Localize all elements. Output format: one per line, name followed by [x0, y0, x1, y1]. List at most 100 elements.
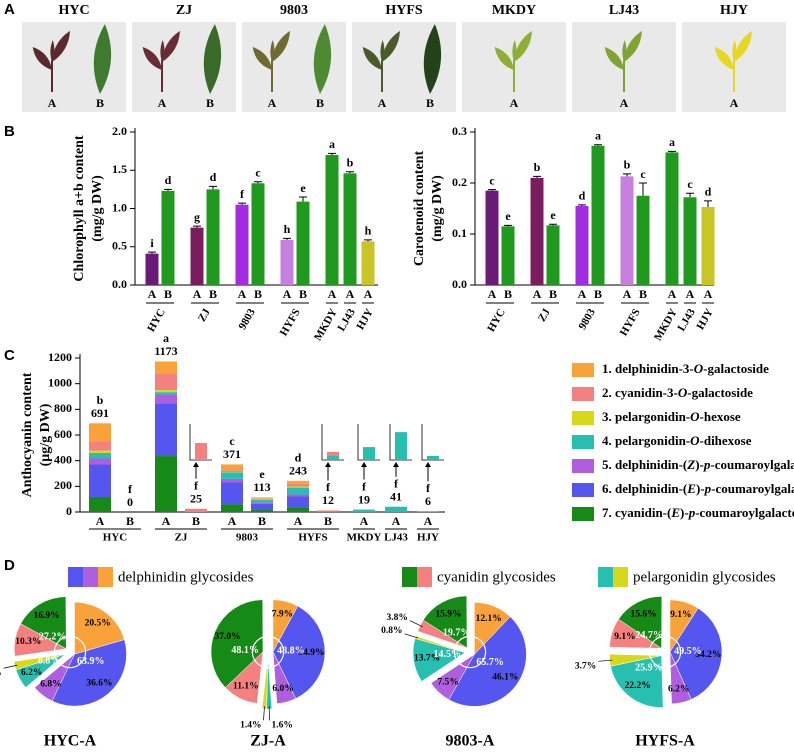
slice-percent-label: 2.6%	[0, 668, 2, 678]
significance-letter: c	[687, 177, 693, 191]
x-tick-label: A	[96, 514, 105, 528]
bar	[190, 227, 204, 285]
significance-letter: h	[365, 224, 372, 238]
y-tick-label: 0.3	[452, 124, 467, 138]
panel-label: B	[4, 123, 15, 140]
slice-percent-label: 13.7%	[414, 654, 440, 664]
error-bar	[668, 150, 676, 153]
slice-percent-label: 7.5%	[437, 678, 458, 688]
bar-segment	[221, 482, 243, 505]
bar-segment	[251, 499, 273, 503]
group-percent-label: 19.7%	[443, 628, 471, 639]
pie-slice	[669, 651, 692, 705]
legend-swatch	[572, 435, 594, 449]
bar	[280, 239, 294, 285]
cultivar-name: LJ43	[609, 3, 639, 18]
x-tick-label: B	[209, 287, 217, 301]
leaf-label: A	[620, 96, 629, 110]
x-tick-label: B	[324, 514, 332, 528]
bar-segment	[317, 511, 339, 512]
significance-letter: c	[489, 173, 495, 187]
significance-letter: a	[669, 135, 675, 149]
pie-title: HYC-A	[44, 733, 97, 750]
group-label: HJY	[354, 307, 375, 332]
x-tick-label: A	[193, 287, 202, 301]
significance-letter: f	[128, 482, 133, 496]
y-tick-label: 0.2	[452, 175, 467, 189]
significance-letter: d	[579, 189, 586, 203]
legend-label: 6. delphinidin-(E)-p-coumaroylgalactosid…	[602, 481, 794, 496]
x-tick-label: A	[283, 287, 292, 301]
legend-swatch	[613, 567, 628, 587]
bar-segment	[251, 509, 273, 512]
photo	[352, 22, 456, 112]
bar-segment	[221, 478, 243, 483]
cultivar-name: MKDY	[492, 3, 536, 18]
slice-percent-label: 22.2%	[625, 681, 651, 691]
slice-percent-label: 1.6%	[272, 721, 293, 731]
leaf-label: B	[316, 96, 324, 110]
total-label: 1173	[154, 344, 177, 358]
pie-center-ring	[453, 635, 487, 669]
total-label: 25	[190, 492, 202, 506]
arrow-head	[325, 462, 331, 467]
pie-slice	[272, 605, 326, 699]
slice-percent-label: 7.9%	[272, 610, 293, 620]
slice-percent-label: 36.6%	[86, 679, 112, 689]
x-tick-label: A	[228, 514, 237, 528]
error-bar	[328, 152, 336, 155]
leaf	[604, 47, 624, 70]
leaf	[160, 40, 165, 62]
bar	[620, 176, 634, 285]
bar-segment	[89, 452, 111, 459]
cultivar-name: ZJ	[176, 3, 192, 18]
x-tick-label: B	[254, 287, 262, 301]
pie-slice	[669, 607, 723, 700]
bar-segment	[353, 509, 375, 512]
slice-percent-label: 10.3%	[15, 637, 41, 647]
leaf-label: B	[426, 96, 434, 110]
error-bar	[623, 173, 631, 177]
pie-title: HYFS-A	[635, 733, 695, 750]
group-label: HYC	[485, 307, 508, 334]
error-bar	[578, 204, 586, 206]
photo	[132, 22, 236, 112]
significance-letter: a	[163, 331, 169, 345]
bar-segment	[287, 507, 309, 512]
significance-letter: f	[326, 480, 331, 494]
pie-slice	[74, 601, 125, 655]
leader-line	[598, 659, 613, 662]
panel-label: A	[4, 1, 15, 18]
pie-center-ring	[53, 635, 87, 669]
legend-label: 2. cyanidin-3-O-galactoside	[602, 385, 753, 400]
error-bar	[148, 251, 156, 254]
x-tick-label: B	[299, 287, 307, 301]
significance-letter: b	[97, 393, 104, 407]
error-bar	[299, 196, 307, 202]
inset-axes	[421, 424, 444, 461]
bar	[701, 206, 715, 285]
error-bar	[704, 200, 712, 207]
leader-line	[3, 664, 18, 669]
group-label: ZJ	[196, 306, 213, 324]
significance-letter: e	[259, 467, 265, 481]
group-percent-label: 65.7%	[476, 657, 504, 668]
y-tick-label: 0.0	[112, 277, 127, 291]
bar	[343, 173, 357, 285]
y-tick-label: 0.5	[112, 239, 127, 253]
x-tick-label: B	[504, 287, 512, 301]
group-label: ZJ	[175, 532, 188, 544]
group-percent-label: 49.5%	[674, 646, 702, 657]
group-percent-label: 48.8%	[277, 645, 305, 656]
bar-segment	[287, 483, 309, 487]
y-tick-label: 800	[54, 401, 72, 415]
significance-letter: f	[194, 479, 199, 493]
y-axis-title: Anthocyanin content	[20, 372, 35, 497]
x-tick-label: B	[549, 287, 557, 301]
y-tick-label: 1200	[48, 350, 72, 364]
bar-segment	[221, 470, 243, 472]
leaf	[514, 30, 532, 62]
pie-slice	[20, 596, 67, 650]
significance-letter: d	[705, 185, 712, 199]
slice-percent-label: 9.1%	[670, 610, 691, 620]
